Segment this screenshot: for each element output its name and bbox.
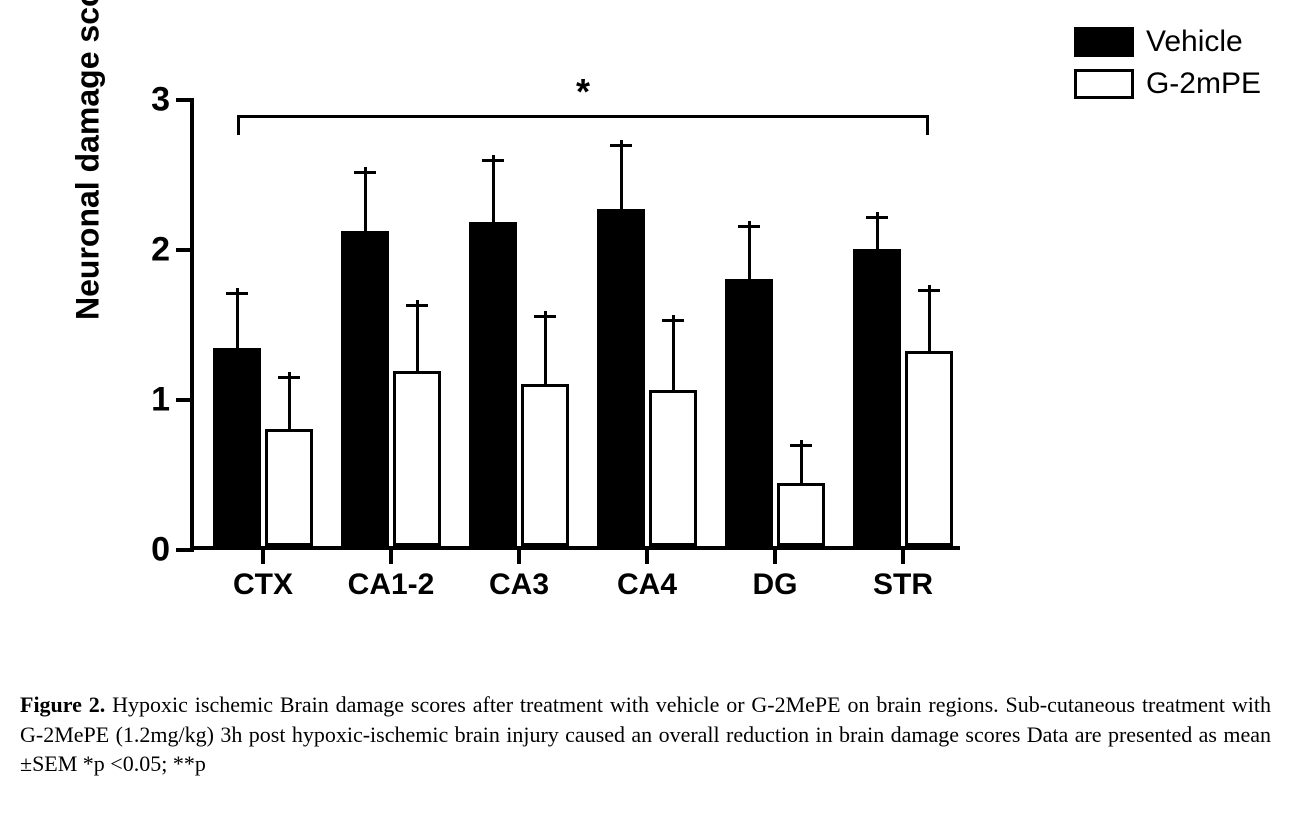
error-bar-cap <box>226 292 248 295</box>
x-tick-label: CA1-2 <box>348 568 435 602</box>
x-tick <box>773 546 777 564</box>
significance-bracket-vline <box>237 115 240 135</box>
x-tick-label: CTX <box>233 568 293 602</box>
bar <box>905 351 953 546</box>
bar <box>597 209 645 547</box>
error-bar-cap <box>610 144 632 147</box>
plot-region: 0123CTXCA1-2CA3CA4DGSTR* <box>190 100 960 550</box>
error-bar-line <box>928 285 931 351</box>
error-bar-line <box>492 155 495 223</box>
legend-item-g2mpe: G-2mPE <box>1074 67 1261 101</box>
bar <box>853 249 901 546</box>
y-tick-label: 3 <box>151 81 170 120</box>
x-tick-label: STR <box>873 568 933 602</box>
significance-bracket-hline <box>237 115 929 118</box>
x-tick <box>901 546 905 564</box>
legend-swatch-g2mpe <box>1074 69 1134 99</box>
bar <box>265 429 313 546</box>
bar <box>521 384 569 546</box>
error-bar-line <box>672 315 675 390</box>
legend-item-vehicle: Vehicle <box>1074 25 1261 59</box>
error-bar-cap <box>866 216 888 219</box>
error-bar-cap <box>482 159 504 162</box>
y-tick-label: 2 <box>151 231 170 270</box>
figure-caption: Figure 2. Hypoxic ischemic Brain damage … <box>20 690 1271 779</box>
x-tick <box>517 546 521 564</box>
error-bar-cap <box>406 304 428 307</box>
x-tick <box>645 546 649 564</box>
significance-star: * <box>576 71 590 113</box>
error-bar-line <box>544 311 547 385</box>
x-tick-label: CA3 <box>489 568 549 602</box>
error-bar-cap <box>662 319 684 322</box>
error-bar-cap <box>354 171 376 174</box>
y-axis-label: Neuronal damage scores <box>70 0 107 320</box>
bar <box>213 348 261 546</box>
y-tick-label: 0 <box>151 531 170 570</box>
bar <box>725 279 773 546</box>
legend-swatch-vehicle <box>1074 27 1134 57</box>
significance-bracket-vline <box>926 115 929 135</box>
caption-bold: Figure 2. <box>20 692 105 717</box>
y-tick-label: 1 <box>151 381 170 420</box>
figure-container: Vehicle G-2mPE Neuronal damage scores 01… <box>20 20 1271 806</box>
error-bar-cap <box>790 444 812 447</box>
caption-text: Hypoxic ischemic Brain damage scores aft… <box>20 692 1271 776</box>
x-tick-label: DG <box>753 568 798 602</box>
error-bar-line <box>236 288 239 348</box>
y-tick <box>176 248 194 252</box>
x-tick-label: CA4 <box>617 568 677 602</box>
error-bar-line <box>288 372 291 429</box>
error-bar-line <box>748 221 751 280</box>
bar <box>393 371 441 547</box>
legend-label-vehicle: Vehicle <box>1146 25 1243 59</box>
error-bar-line <box>620 140 623 209</box>
error-bar-cap <box>278 376 300 379</box>
chart-area: Neuronal damage scores 0123CTXCA1-2CA3CA… <box>80 40 1020 640</box>
x-tick <box>261 546 265 564</box>
bar <box>469 222 517 546</box>
error-bar-line <box>416 300 419 371</box>
error-bar-cap <box>534 315 556 318</box>
legend-label-g2mpe: G-2mPE <box>1146 67 1261 101</box>
y-tick <box>176 398 194 402</box>
bar <box>777 483 825 546</box>
error-bar-cap <box>738 225 760 228</box>
x-tick <box>389 546 393 564</box>
y-tick <box>176 98 194 102</box>
error-bar-line <box>364 167 367 232</box>
bar <box>649 390 697 546</box>
y-tick <box>176 548 194 552</box>
bar <box>341 231 389 546</box>
error-bar-cap <box>918 289 940 292</box>
legend: Vehicle G-2mPE <box>1074 25 1261 109</box>
